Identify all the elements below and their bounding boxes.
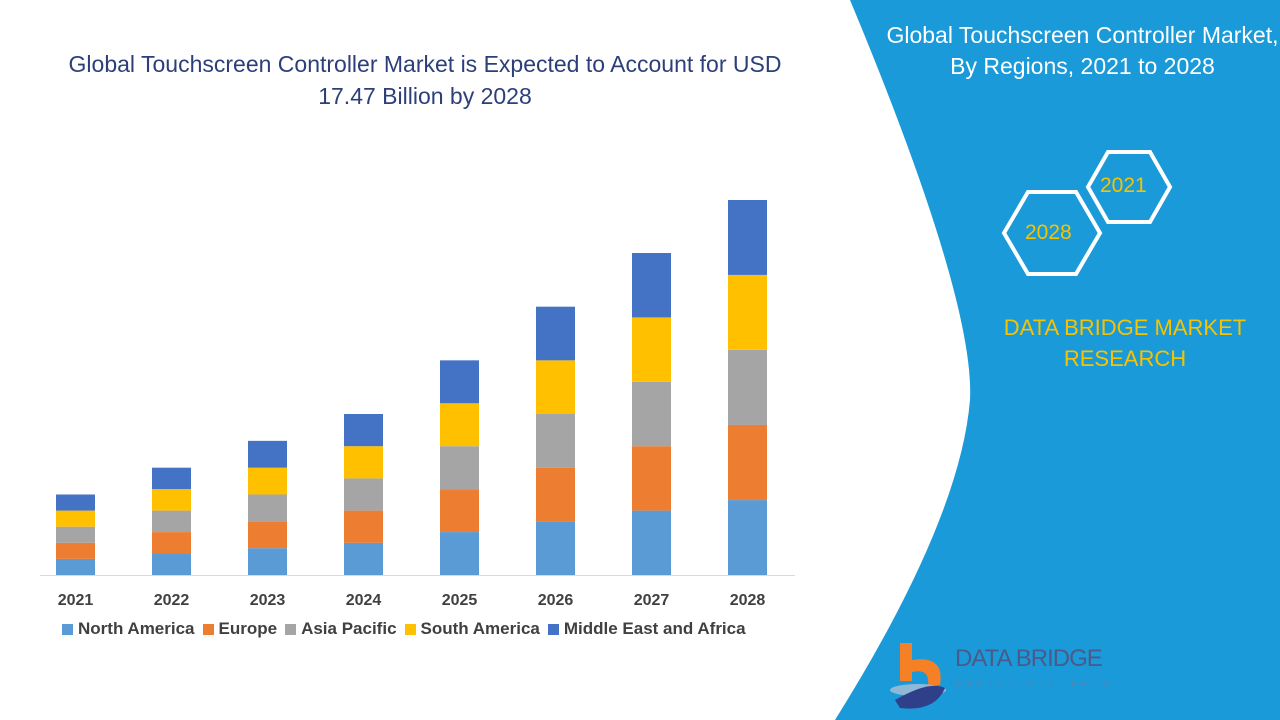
bar-2022-north-america bbox=[152, 553, 191, 575]
chart-title: Global Touchscreen Controller Market is … bbox=[68, 51, 782, 109]
bar-2026-asia-pacific bbox=[536, 414, 575, 468]
legend-swatch bbox=[285, 623, 297, 635]
bar-2028-north-america bbox=[728, 500, 767, 575]
bar-2027-north-america bbox=[632, 510, 671, 575]
bar-2021-middle-east-and-africa bbox=[56, 494, 95, 511]
x-tick-label: 2025 bbox=[441, 592, 478, 609]
bar-2026-north-america bbox=[536, 521, 575, 575]
x-tick-label: 2027 bbox=[633, 592, 670, 609]
bar-2022-asia-pacific bbox=[152, 510, 191, 533]
legend-label: Middle East and Africa bbox=[563, 619, 746, 638]
bar-2023-south-america bbox=[248, 467, 287, 495]
legend-swatch bbox=[202, 623, 214, 635]
legend-item: North America bbox=[62, 619, 195, 639]
bar-2027-asia-pacific bbox=[632, 381, 671, 447]
legend-label: Europe bbox=[218, 619, 278, 638]
bar-2021-asia-pacific bbox=[56, 526, 95, 543]
legend-swatch bbox=[62, 623, 73, 635]
bar-2027-south-america bbox=[632, 317, 671, 382]
legend-item: Asia Pacific bbox=[285, 619, 397, 639]
bar-2028-europe bbox=[728, 424, 767, 501]
bar-2024-north-america bbox=[344, 542, 383, 575]
bar-2027-europe bbox=[632, 446, 671, 511]
x-tick-label: 2024 bbox=[345, 592, 382, 609]
bar-2028-asia-pacific bbox=[728, 349, 767, 425]
bar-2028-south-america bbox=[728, 274, 767, 350]
bar-2025-middle-east-and-africa bbox=[440, 360, 479, 404]
bar-2022-middle-east-and-africa bbox=[152, 467, 191, 490]
legend-swatch bbox=[547, 623, 559, 635]
bar-2025-south-america bbox=[440, 403, 479, 447]
hex-year-2021: 2021 bbox=[1100, 174, 1147, 197]
hexagon-2028 bbox=[1001, 190, 1103, 276]
bar-2023-europe bbox=[248, 521, 287, 549]
bar-2024-middle-east-and-africa bbox=[344, 414, 383, 447]
x-tick-label: 2026 bbox=[537, 592, 574, 609]
bar-2023-asia-pacific bbox=[248, 494, 287, 522]
legend-swatch bbox=[404, 623, 416, 635]
legend-label: Asia Pacific bbox=[301, 619, 397, 638]
legend: North America Europe Asia Pacific South Ame… bbox=[62, 619, 746, 639]
legend-item: Europe bbox=[202, 619, 278, 639]
bar-2021-europe bbox=[56, 542, 95, 559]
side-panel-bg bbox=[835, 0, 1280, 720]
bar-2025-north-america bbox=[440, 532, 479, 575]
bar-2026-europe bbox=[536, 467, 575, 522]
bar-2022-europe bbox=[152, 532, 191, 554]
hexagon-2021 bbox=[1085, 150, 1173, 224]
logo-icon bbox=[890, 643, 946, 709]
legend-label: North America bbox=[78, 619, 195, 638]
bar-2027-middle-east-and-africa bbox=[632, 253, 671, 318]
bar-2021-north-america bbox=[56, 558, 95, 575]
brand-text: DATA BRIDGE MARKET RESEARCH bbox=[1003, 315, 1247, 371]
bar-2028-middle-east-and-africa bbox=[728, 200, 767, 275]
legend-item: Middle East and Africa bbox=[547, 619, 746, 639]
bar-2026-middle-east-and-africa bbox=[536, 306, 575, 361]
legend-label: South America bbox=[420, 619, 540, 638]
bars bbox=[56, 200, 767, 575]
bar-2024-asia-pacific bbox=[344, 478, 383, 511]
logo-subtext: MARKET RESEARCH bbox=[955, 681, 1115, 688]
x-tick-label: 2028 bbox=[729, 592, 766, 609]
x-tick-label: 2021 bbox=[57, 592, 94, 609]
bar-2026-south-america bbox=[536, 360, 575, 415]
legend-item: South America bbox=[404, 619, 540, 639]
bar-2025-asia-pacific bbox=[440, 446, 479, 490]
bar-2025-europe bbox=[440, 489, 479, 533]
bar-2024-europe bbox=[344, 510, 383, 543]
bar-2024-south-america bbox=[344, 446, 383, 479]
hex-year-2028: 2028 bbox=[1025, 221, 1072, 244]
bar-2022-south-america bbox=[152, 489, 191, 511]
bar-2023-middle-east-and-africa bbox=[248, 440, 287, 468]
logo-text: DATA BRIDGE bbox=[955, 645, 1103, 672]
x-tick-label: 2022 bbox=[153, 592, 190, 609]
bar-2021-south-america bbox=[56, 510, 95, 527]
side-panel-title: Global Touchscreen Controller Market, By… bbox=[886, 22, 1279, 79]
bar-2023-north-america bbox=[248, 548, 287, 575]
x-tick-label: 2023 bbox=[249, 592, 286, 609]
